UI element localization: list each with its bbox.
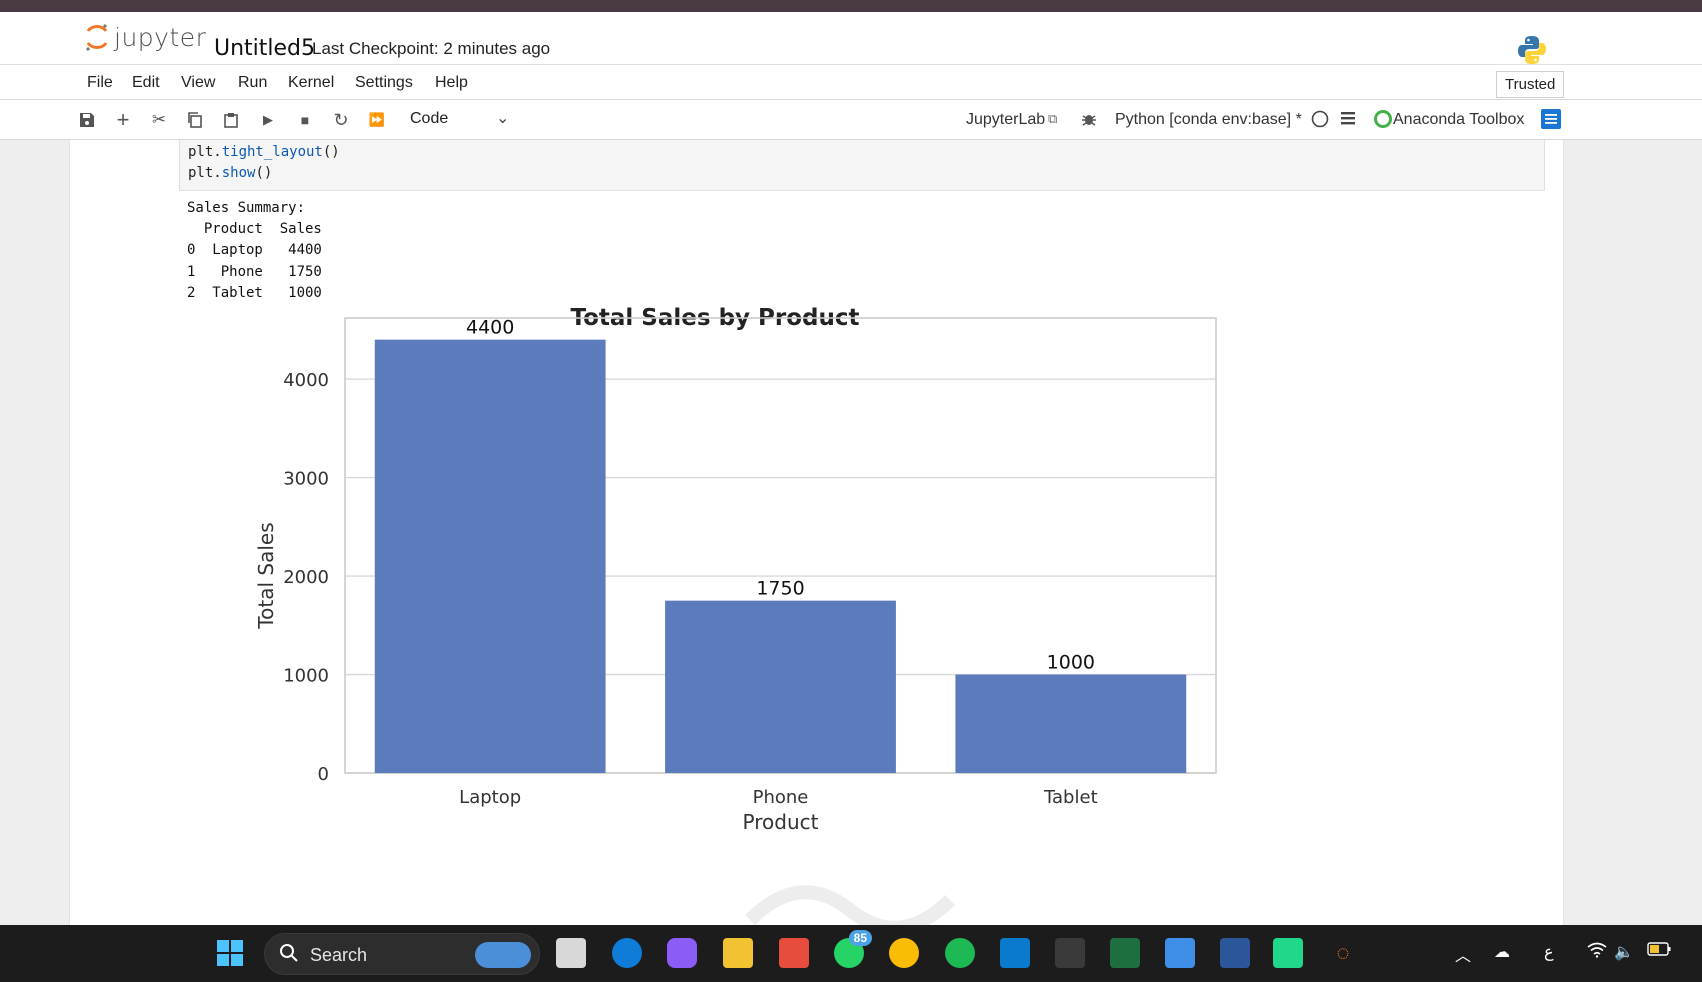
whatsapp-icon[interactable]: 85 xyxy=(834,930,872,968)
menu-kernel[interactable]: Kernel xyxy=(288,74,335,91)
chevron-down-icon[interactable]: ⌄ xyxy=(496,110,510,127)
cell-type-select[interactable]: Code xyxy=(410,110,449,127)
notification-badge: 85 xyxy=(848,930,872,946)
notebook-title[interactable]: Untitled5 xyxy=(214,36,316,61)
excel-icon[interactable] xyxy=(1110,938,1140,968)
trusted-indicator[interactable]: Trusted xyxy=(1496,71,1565,98)
chrome-icon[interactable] xyxy=(889,938,919,968)
menu-lines-icon[interactable] xyxy=(1340,110,1356,131)
onedrive-icon[interactable]: ☁ xyxy=(1494,944,1510,961)
y-axis-label: Total Sales xyxy=(254,522,278,629)
vscode-icon[interactable] xyxy=(1000,938,1030,968)
data-label: 4400 xyxy=(466,317,514,339)
menu-view[interactable]: View xyxy=(181,74,216,91)
search-label: Search xyxy=(310,945,368,965)
jupyter-icon xyxy=(86,24,108,51)
kernel-name[interactable]: Python [conda env:base] * xyxy=(1115,111,1302,128)
stdout-output: Sales Summary: Product Sales 0 Laptop 44… xyxy=(187,200,322,301)
copy-icon[interactable] xyxy=(185,110,205,130)
anaconda-ring-icon xyxy=(1373,109,1393,134)
add-cell-icon[interactable]: + xyxy=(116,107,130,132)
terminal-icon[interactable] xyxy=(1055,938,1085,968)
menu-file[interactable]: File xyxy=(87,74,113,91)
x-tick-label: Tablet xyxy=(1043,787,1098,808)
battery-icon[interactable] xyxy=(1647,942,1671,961)
code-line: plt.tight_layout() xyxy=(188,144,340,160)
windows-taskbar: Search 85 ◌ ︿ ☁ ع 🔈 xyxy=(0,925,1702,982)
paste-icon[interactable] xyxy=(221,110,241,130)
jupyter-logo[interactable]: jupyter xyxy=(84,22,206,52)
bar-chart: Total Sales by Product 0 1000 2000 3000 4000… xyxy=(180,285,1230,925)
menu-help[interactable]: Help xyxy=(435,74,468,91)
menu-bar: File Edit View Run Kernel Settings Help … xyxy=(0,65,1702,100)
spotify-icon[interactable] xyxy=(945,938,975,968)
anaconda-toolbox-button[interactable]: Anaconda Toolbox xyxy=(1393,111,1525,128)
kernel-status-idle-icon xyxy=(1311,110,1329,133)
chart-canvas: 0 1000 2000 3000 4000 4400 Laptop 1750 Phone 1000… xyxy=(254,317,1217,834)
word-icon[interactable] xyxy=(1220,938,1250,968)
data-label: 1000 xyxy=(1047,652,1095,674)
stop-icon[interactable]: ■ xyxy=(300,112,310,128)
mostaql-watermark xyxy=(740,860,960,955)
notebook-panel: plt.tight_layout() plt.show() Sales Summ… xyxy=(69,140,1564,925)
bar xyxy=(955,674,1187,773)
data-label: 1750 xyxy=(756,578,804,600)
microsoft-store-icon[interactable] xyxy=(779,938,809,968)
jupyterlab-link[interactable]: JupyterLab xyxy=(966,111,1046,128)
notebook-toolbar: + ✂ ▶ ■ ↻ ⏩ Code ⌄ JupyterLab ⧉ Python [… xyxy=(0,100,1702,140)
notebook-scroll-area[interactable]: plt.tight_layout() plt.show() Sales Summ… xyxy=(0,140,1702,925)
restart-icon[interactable]: ↻ xyxy=(333,109,349,130)
debugger-bug-icon[interactable] xyxy=(1081,111,1097,132)
windows-start-icon[interactable] xyxy=(215,938,245,968)
file-explorer-icon[interactable] xyxy=(723,938,753,968)
x-axis-label: Product xyxy=(743,810,819,834)
fast-forward-icon[interactable]: ⏩ xyxy=(368,112,386,127)
pycharm-icon[interactable] xyxy=(1273,938,1303,968)
window-top-strip xyxy=(0,0,1702,12)
taskbar-search[interactable]: Search xyxy=(264,933,540,975)
notepad-icon[interactable] xyxy=(1165,938,1195,968)
menu-run[interactable]: Run xyxy=(238,74,268,91)
code-cell[interactable]: plt.tight_layout() plt.show() xyxy=(179,140,1545,191)
menu-settings[interactable]: Settings xyxy=(355,74,413,91)
y-tick-label: 0 xyxy=(318,764,329,785)
y-tick-label: 1000 xyxy=(283,666,329,687)
x-tick-label: Phone xyxy=(753,787,809,808)
y-tick-label: 3000 xyxy=(283,469,329,490)
edge-browser-icon[interactable] xyxy=(612,938,642,968)
header-bar: jupyter Untitled5 Last Checkpoint: 2 min… xyxy=(0,12,1702,65)
run-icon[interactable]: ▶ xyxy=(263,112,273,127)
python-logo-icon xyxy=(1518,36,1546,64)
settings-panel-icon[interactable] xyxy=(1541,109,1561,134)
jupyter-taskbar-icon[interactable]: ◌ xyxy=(1328,938,1358,968)
cut-icon[interactable]: ✂ xyxy=(151,110,167,129)
input-language[interactable]: ع xyxy=(1544,944,1554,961)
y-tick-label: 2000 xyxy=(283,567,329,588)
menu-edit[interactable]: Edit xyxy=(132,74,160,91)
external-link-icon[interactable]: ⧉ xyxy=(1048,111,1058,126)
bar xyxy=(665,600,896,773)
y-tick-label: 4000 xyxy=(283,370,329,391)
task-view-icon[interactable] xyxy=(556,938,586,968)
checkpoint-status: Last Checkpoint: 2 minutes ago xyxy=(312,39,551,58)
search-icon xyxy=(279,943,299,968)
x-tick-label: Laptop xyxy=(459,787,521,808)
wifi-icon[interactable] xyxy=(1587,942,1607,963)
volume-icon[interactable]: 🔈 xyxy=(1614,944,1634,961)
tray-chevron-up-icon[interactable]: ︿ xyxy=(1455,948,1472,965)
code-line: plt.show() xyxy=(188,165,273,181)
save-icon[interactable] xyxy=(77,110,97,130)
copilot-icon[interactable] xyxy=(667,938,697,968)
search-highlight-icon xyxy=(475,942,531,968)
brand-label: jupyter xyxy=(114,22,207,52)
bar xyxy=(374,339,606,773)
